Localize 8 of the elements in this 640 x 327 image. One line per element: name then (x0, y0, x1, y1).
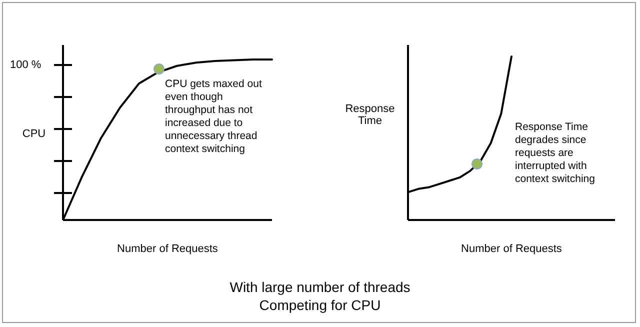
annotation: CPU gets maxed out even though throughput has not increased due to unnecessary thread context switching (165, 78, 263, 156)
y-axis-title: CPU (21, 128, 47, 140)
x-axis-title: Number of Requests (117, 243, 218, 255)
annotation: Response Time degrades since requests are interrupted with context switching (515, 121, 596, 186)
text: 100 % (10, 58, 42, 72)
y-axis-title: Response Time (345, 103, 395, 127)
text: With large number of threads Competing for CPU (228, 278, 412, 314)
x-axis-title: Number of Requests (461, 243, 562, 255)
